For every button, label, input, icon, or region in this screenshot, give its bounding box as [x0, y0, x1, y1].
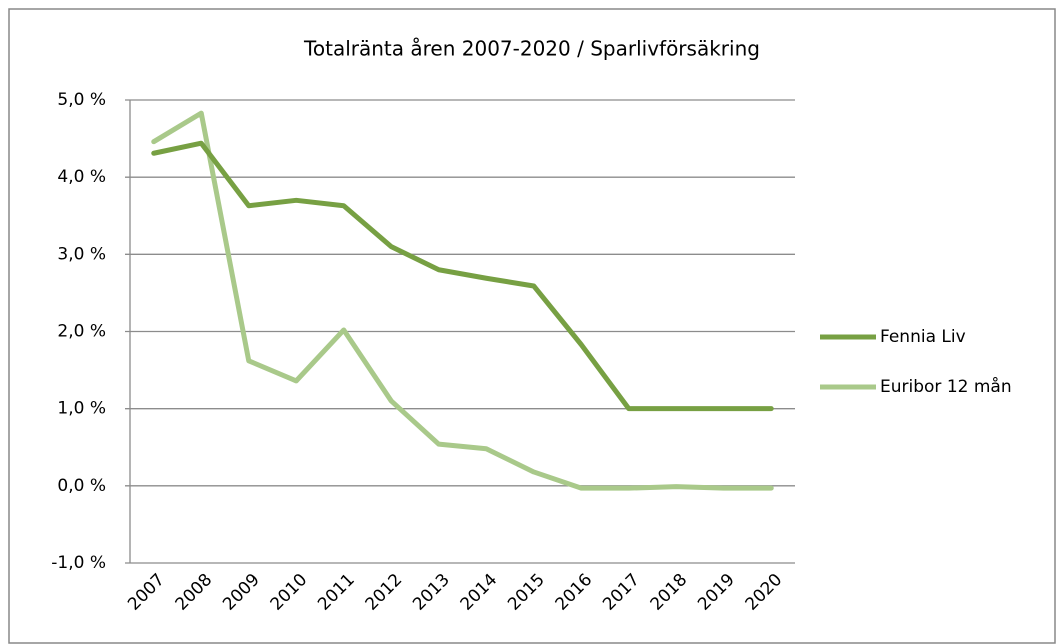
y-tick-label: 3,0 % — [57, 244, 106, 264]
y-tick-label: 5,0 % — [57, 90, 106, 110]
y-tick-label: 0,0 % — [57, 476, 106, 496]
legend-label: Euribor 12 mån — [880, 376, 1012, 397]
y-tick-label: 2,0 % — [57, 322, 106, 342]
chart-frame — [8, 8, 1056, 644]
legend-label: Fennia Liv — [880, 327, 966, 347]
chart-title: Totalränta åren 2007-2020 / Sparlivförsä… — [303, 37, 760, 61]
y-tick-label: 1,0 % — [57, 399, 106, 419]
line-series — [151, 140, 774, 412]
y-tick-label: 4,0 % — [57, 167, 106, 187]
line-series — [151, 110, 774, 491]
y-tick-label: -1,0 % — [51, 553, 106, 573]
